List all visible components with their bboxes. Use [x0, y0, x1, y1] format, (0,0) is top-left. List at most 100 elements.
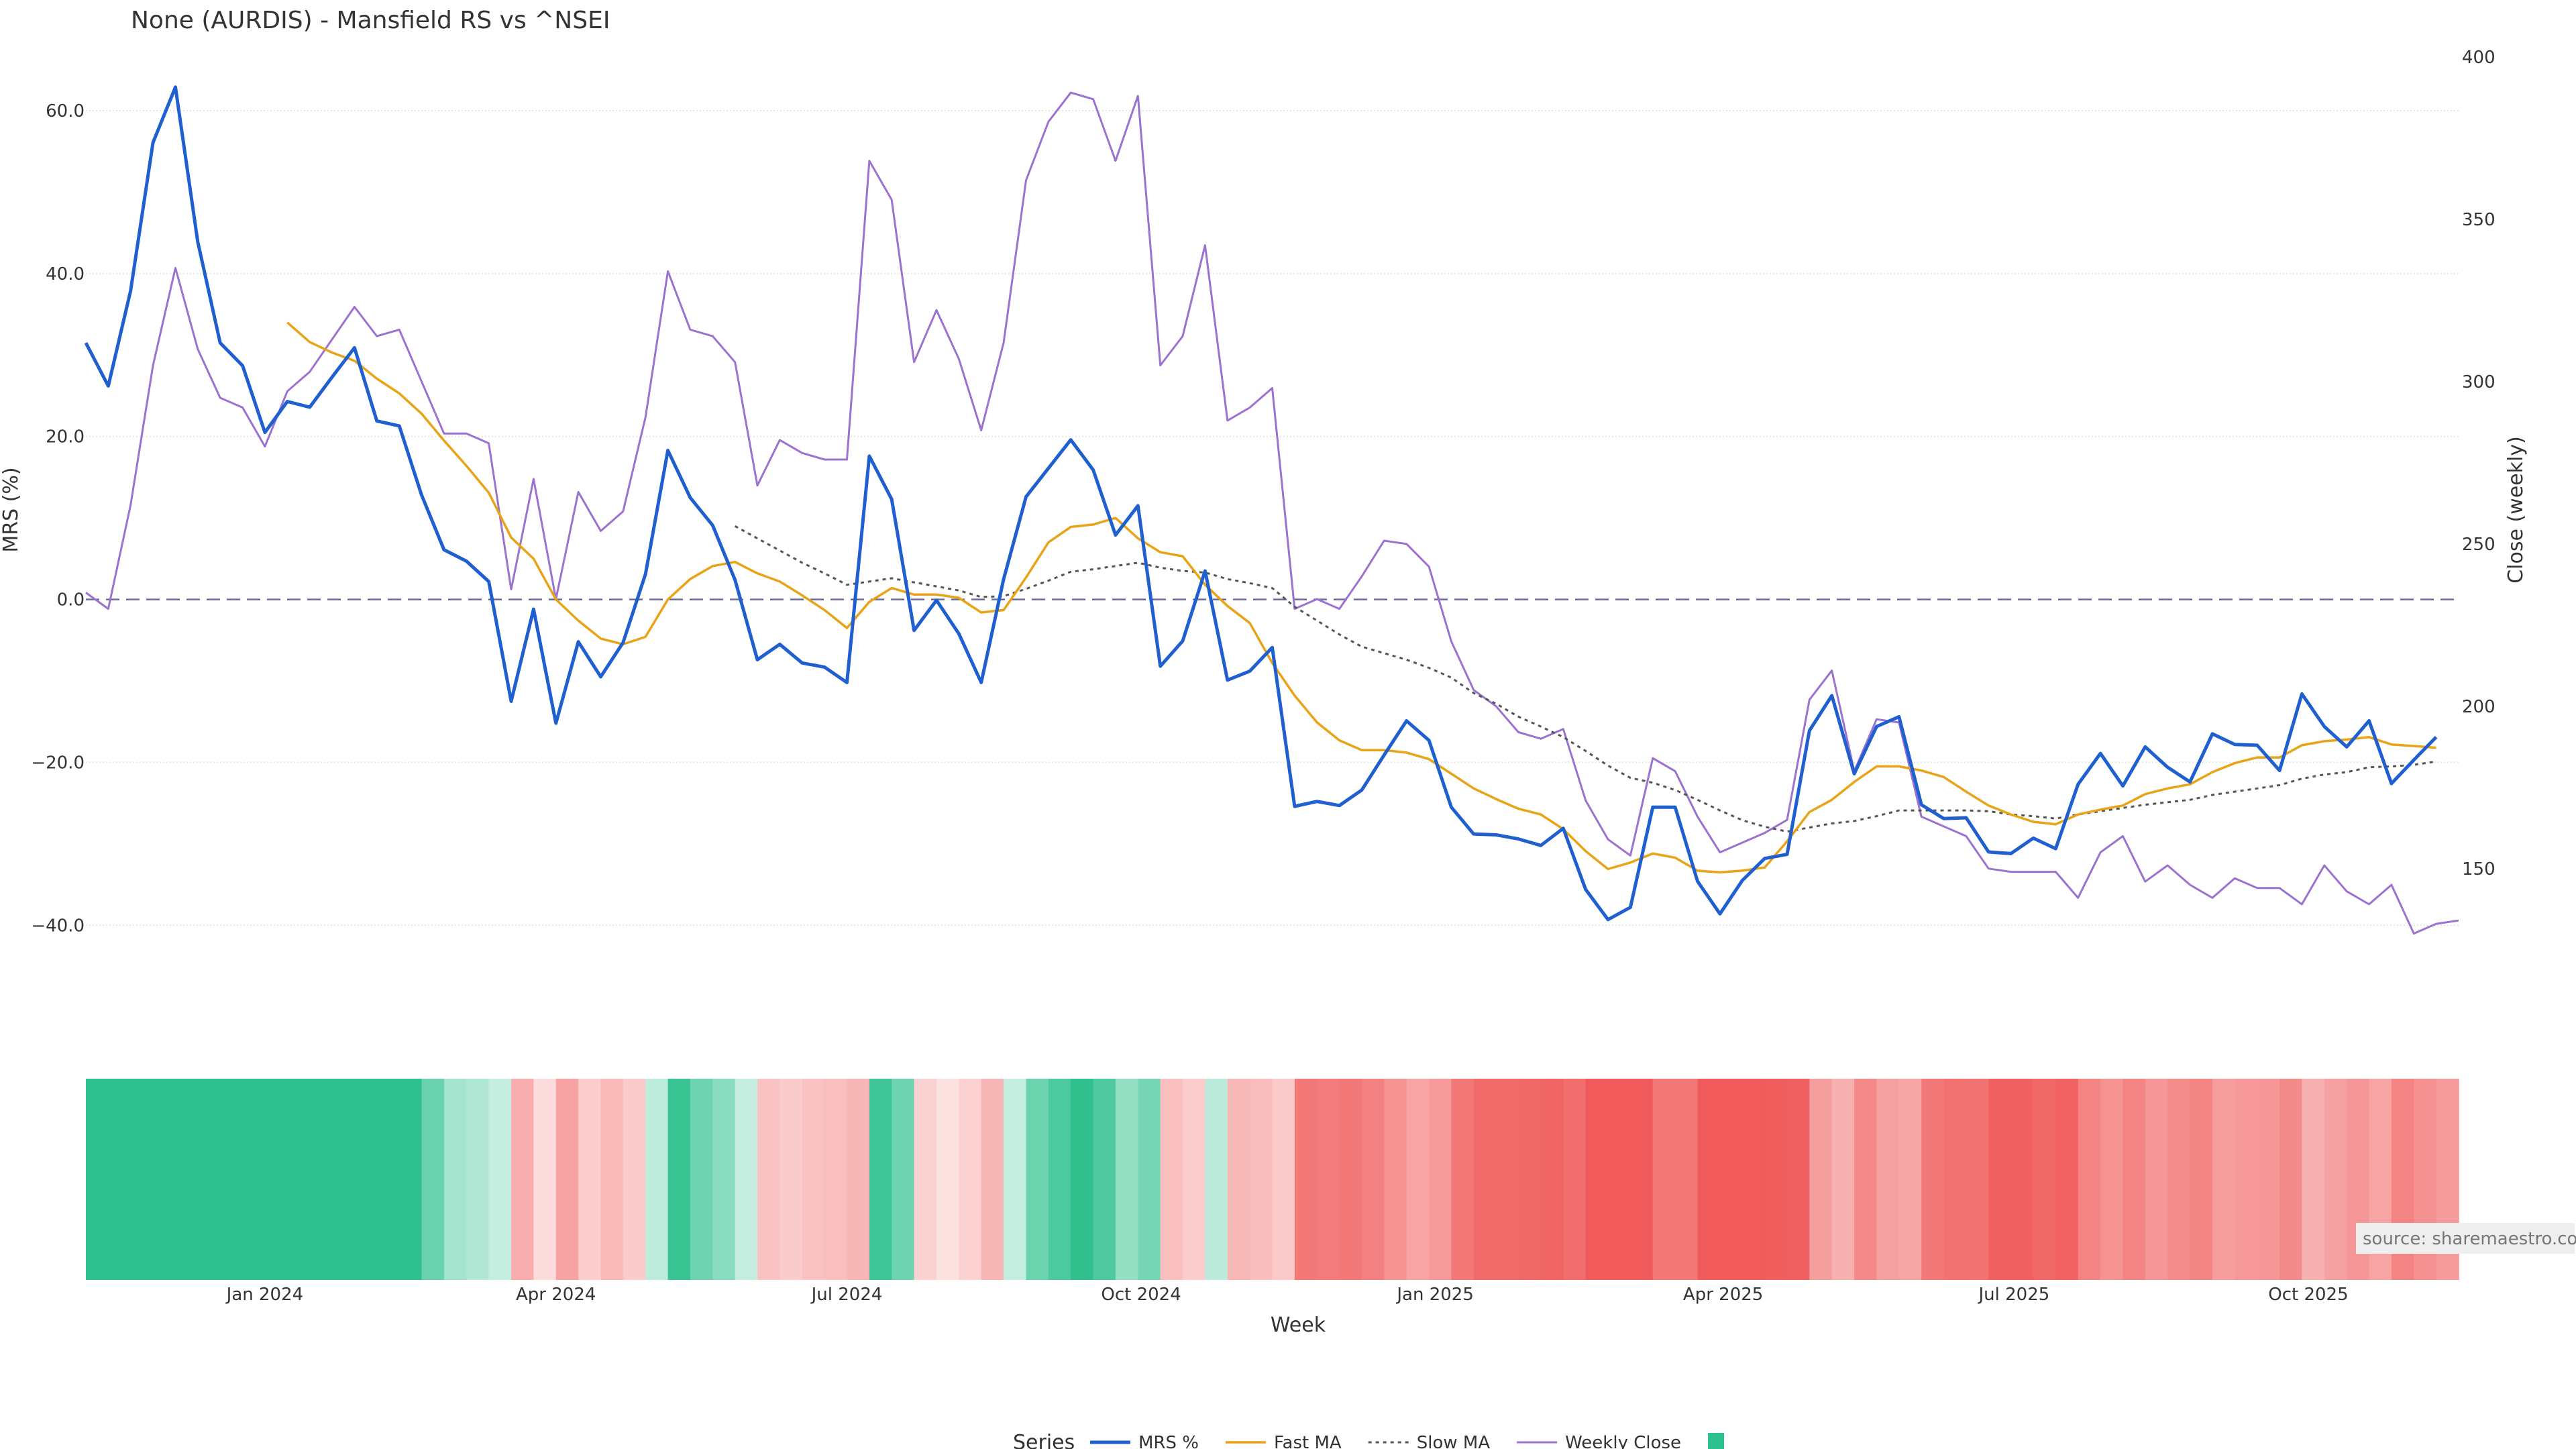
- x-tick-label: Oct 2024: [1101, 1285, 1181, 1305]
- heat-cell: [600, 1079, 624, 1280]
- heat-cell: [1742, 1079, 1766, 1280]
- heat-cell: [220, 1079, 244, 1280]
- heat-cell: [578, 1079, 602, 1280]
- heat-cell: [667, 1079, 691, 1280]
- heat-cell: [2167, 1079, 2191, 1280]
- heat-cell: [1138, 1079, 1161, 1280]
- heat-cell: [2123, 1079, 2146, 1280]
- source-text: source: sharemaestro.com: [2363, 1229, 2576, 1249]
- heat-cell: [533, 1079, 557, 1280]
- y2-tick-label: 250: [2462, 535, 2496, 555]
- heat-cell: [1317, 1079, 1340, 1280]
- series-line-weekly-close: [85, 91, 2459, 935]
- heat-cell: [802, 1079, 825, 1280]
- heat-cell: [1652, 1079, 1676, 1280]
- heat-cell: [1115, 1079, 1139, 1280]
- heat-cell: [1585, 1079, 1609, 1280]
- heat-cell: [242, 1079, 266, 1280]
- heat-cell: [1004, 1079, 1027, 1280]
- heat-cell: [108, 1079, 131, 1280]
- heat-cell: [1272, 1079, 1295, 1280]
- legend-label: Slow MA: [1417, 1433, 1491, 1449]
- heat-cell: [2324, 1079, 2347, 1280]
- heat-cell: [1943, 1079, 1967, 1280]
- heat-cell: [1988, 1079, 2012, 1280]
- x-axis-title: Week: [1271, 1313, 1326, 1337]
- heat-cell: [981, 1079, 1004, 1280]
- y2-tick-label: 350: [2462, 210, 2496, 230]
- y-axis-title: MRS (%): [0, 467, 23, 552]
- heat-cell: [1518, 1079, 1542, 1280]
- source-box-bg: [2356, 1223, 2575, 1254]
- x-tick-label: Jul 2024: [810, 1285, 883, 1305]
- heat-cell: [511, 1079, 535, 1280]
- heat-cell: [914, 1079, 937, 1280]
- heat-cell: [2279, 1079, 2303, 1280]
- heat-cell: [1608, 1079, 1631, 1280]
- source-box: source: sharemaestro.com: [2356, 1223, 2576, 1254]
- heat-cell: [2033, 1079, 2057, 1280]
- heat-cell: [824, 1079, 848, 1280]
- heat-cell: [1966, 1079, 1990, 1280]
- heat-cell: [1205, 1079, 1228, 1280]
- y-tick-label: −40.0: [31, 916, 85, 936]
- heat-cell: [936, 1079, 960, 1280]
- heat-cell: [1093, 1079, 1116, 1280]
- heat-cell: [86, 1079, 109, 1280]
- heat-cell: [197, 1079, 221, 1280]
- heat-cell: [1406, 1079, 1430, 1280]
- y-tick-label: −20.0: [31, 753, 85, 773]
- heat-cell: [421, 1079, 445, 1280]
- heat-band: [86, 1079, 2459, 1280]
- heat-cell: [1384, 1079, 1407, 1280]
- legend-label: Weekly Close: [1565, 1433, 1681, 1449]
- heat-cell: [757, 1079, 781, 1280]
- heat-cell: [332, 1079, 356, 1280]
- heat-cell: [1026, 1079, 1049, 1280]
- heat-cell: [1787, 1079, 1811, 1280]
- heat-cell: [2100, 1079, 2124, 1280]
- heat-cell: [1227, 1079, 1250, 1280]
- legend-swatch-heat: [1708, 1433, 1725, 1449]
- heat-cell: [399, 1079, 423, 1280]
- legend-title: Series: [1013, 1431, 1075, 1449]
- heat-cell: [645, 1079, 669, 1280]
- heat-cell: [1294, 1079, 1318, 1280]
- heat-cell: [1339, 1079, 1362, 1280]
- heat-cell: [466, 1079, 490, 1280]
- heat-cell: [712, 1079, 736, 1280]
- heat-cell: [1429, 1079, 1452, 1280]
- heat-cell: [1876, 1079, 1900, 1280]
- heat-cell: [443, 1079, 468, 1280]
- heat-cell: [309, 1079, 333, 1280]
- y-tick-label: 0.0: [57, 590, 85, 610]
- series-lines: [84, 85, 2459, 935]
- grid-lines: [86, 110, 2459, 926]
- heat-cell: [1048, 1079, 1071, 1280]
- heat-cell: [2078, 1079, 2101, 1280]
- series-line-slow-ma: [734, 525, 2436, 833]
- heat-cell: [1831, 1079, 1855, 1280]
- heat-cell: [869, 1079, 893, 1280]
- heat-cell: [1697, 1079, 1721, 1280]
- heat-cell: [959, 1079, 982, 1280]
- heat-cell: [2212, 1079, 2236, 1280]
- heat-cell: [1160, 1079, 1183, 1280]
- heat-cell: [2145, 1079, 2168, 1280]
- y2-tick-label: 150: [2462, 859, 2496, 879]
- heat-cell: [1540, 1079, 1564, 1280]
- x-tick-label: Oct 2025: [2268, 1285, 2348, 1305]
- heat-cell: [1675, 1079, 1699, 1280]
- x-tick-label: Apr 2024: [516, 1285, 596, 1305]
- heat-cell: [1809, 1079, 1833, 1280]
- heat-cell: [2235, 1079, 2258, 1280]
- x-tick-labels: Jan 2024 Apr 2024 Jul 2024 Oct 2024 Jan 2025…: [225, 1285, 2349, 1305]
- heat-cell: [488, 1079, 512, 1280]
- heat-cell: [1362, 1079, 1385, 1280]
- heat-cell: [2055, 1079, 2079, 1280]
- heat-cell: [623, 1079, 646, 1280]
- heat-cell: [780, 1079, 803, 1280]
- heat-cell: [1496, 1079, 1519, 1280]
